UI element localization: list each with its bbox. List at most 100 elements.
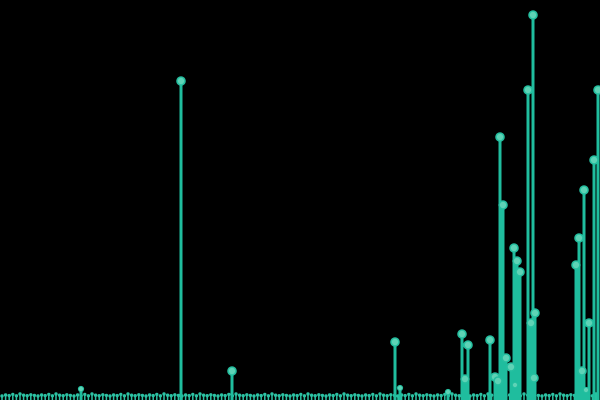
baseline-dot <box>227 392 231 397</box>
stem-marker <box>460 374 470 384</box>
baseline-dot <box>450 392 454 396</box>
stem-marker <box>529 373 539 383</box>
baseline-dot <box>439 393 443 398</box>
baseline-dot <box>356 393 361 398</box>
baseline-dot <box>302 394 307 398</box>
baseline-dot <box>61 394 65 398</box>
baseline-dot <box>255 393 260 397</box>
baseline-dot <box>342 392 346 396</box>
baseline-dot <box>187 393 191 398</box>
baseline-dot <box>428 393 433 398</box>
baseline-dot <box>273 393 278 397</box>
baseline-dot <box>345 393 350 397</box>
baseline-dot <box>86 394 91 398</box>
baseline-dot <box>209 393 213 397</box>
baseline-dot <box>65 393 69 397</box>
baseline-dot <box>122 394 127 398</box>
baseline-dot <box>234 392 238 396</box>
baseline-dot <box>155 392 159 397</box>
baseline-dot <box>57 393 62 397</box>
baseline-dot <box>75 393 80 397</box>
baseline-dot <box>147 393 152 397</box>
baseline-dot <box>219 393 224 397</box>
baseline-dot <box>90 392 94 396</box>
stem-marker <box>77 385 85 393</box>
baseline-dot <box>14 394 19 398</box>
baseline-dot <box>277 394 281 398</box>
baseline-dot <box>403 393 407 398</box>
baseline-dot <box>7 393 11 398</box>
baseline-dot <box>43 393 47 398</box>
stem-marker <box>515 267 525 277</box>
baseline-dot <box>241 394 245 398</box>
baseline-dot <box>237 393 242 397</box>
baseline-dot <box>374 394 379 398</box>
baseline-dot <box>313 394 317 398</box>
baseline-dot <box>129 393 134 397</box>
baseline-dot <box>522 392 526 396</box>
baseline-dot <box>25 394 29 398</box>
baseline-dot <box>288 394 292 398</box>
baseline-dot <box>119 392 123 397</box>
baseline-dot <box>421 394 425 398</box>
baseline-dot <box>284 393 289 398</box>
baseline-dot <box>158 394 163 398</box>
baseline-dot <box>360 394 364 398</box>
stem-marker <box>530 308 540 318</box>
baseline-dot <box>3 393 8 397</box>
baseline-dot <box>151 393 155 398</box>
baseline-dot <box>101 393 105 397</box>
baseline-dot <box>349 394 353 398</box>
baseline-dot <box>191 392 195 397</box>
baseline-dot <box>263 392 267 397</box>
baseline-dot <box>381 393 386 397</box>
stem-marker <box>444 388 452 396</box>
baseline-dot <box>378 392 382 396</box>
baseline-dot <box>126 392 130 396</box>
stem-marker <box>227 366 237 376</box>
baseline-dot <box>320 393 325 398</box>
stem-marker <box>582 386 590 394</box>
baseline-dot <box>162 392 166 396</box>
baseline-dot <box>551 392 555 397</box>
baseline-dot <box>335 392 339 397</box>
stem-marker <box>579 185 589 195</box>
stem-marker <box>501 353 511 363</box>
stem-marker <box>577 366 587 376</box>
baseline-dot <box>414 392 418 396</box>
baseline-dot <box>83 392 87 397</box>
baseline-dot <box>457 394 461 398</box>
baseline-dot <box>565 394 569 398</box>
baseline-dot <box>558 392 562 396</box>
baseline-dot <box>176 393 181 398</box>
baseline-dot <box>173 393 177 397</box>
baseline-dot <box>561 393 566 397</box>
baseline-dot <box>115 393 119 398</box>
baseline-dot <box>266 394 271 398</box>
baseline-dot <box>144 394 148 398</box>
baseline-dot <box>223 393 227 398</box>
baseline-dot <box>281 393 285 397</box>
baseline-dot <box>205 394 209 398</box>
stem-marker <box>390 337 400 347</box>
baseline-dot <box>569 393 573 397</box>
baseline-dot <box>108 394 112 398</box>
baseline-dot <box>104 393 109 398</box>
baseline-dot <box>475 393 479 398</box>
baseline-dot <box>252 394 256 398</box>
baseline-dot <box>536 393 541 398</box>
baseline-dot <box>543 393 548 397</box>
baseline-dot <box>93 393 98 397</box>
stem-marker <box>526 318 536 328</box>
baseline-dot <box>29 393 33 397</box>
baseline-dot <box>309 393 314 397</box>
baseline-dot <box>425 393 429 397</box>
baseline-dot <box>299 392 303 397</box>
baseline-dot <box>270 392 274 396</box>
stem-marker <box>485 335 495 345</box>
baseline-dot <box>198 392 202 396</box>
baseline-dot <box>389 393 393 397</box>
baseline-dot <box>137 393 141 397</box>
